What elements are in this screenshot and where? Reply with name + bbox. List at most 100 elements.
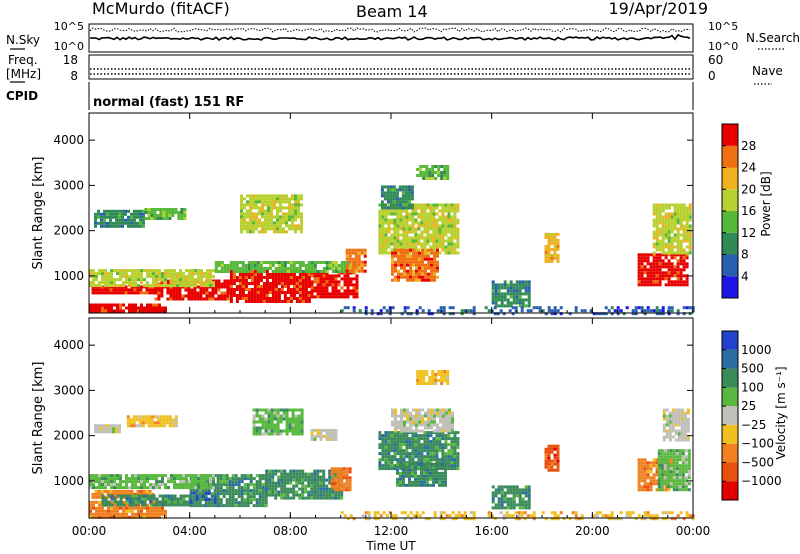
data-cell [115, 424, 118, 428]
data-cell [229, 294, 233, 297]
data-cell [252, 215, 255, 219]
data-cell [301, 493, 305, 497]
data-cell [191, 477, 194, 481]
data-cell [420, 462, 423, 466]
data-cell [300, 215, 303, 219]
data-cell [411, 468, 414, 472]
data-cell [438, 465, 441, 469]
data-cell [679, 271, 683, 275]
data-cell [429, 218, 433, 222]
data-cell [378, 212, 382, 216]
data-cell [394, 411, 397, 415]
data-cell [384, 209, 388, 213]
data-cell [170, 474, 173, 478]
data-cell [171, 208, 175, 211]
data-cell [118, 209, 121, 213]
data-cell [206, 278, 209, 282]
data-cell [172, 294, 176, 298]
data-cell [206, 284, 209, 288]
data-cell [125, 506, 128, 510]
data-cell [433, 269, 436, 273]
data-cell [425, 171, 429, 174]
data-cell [331, 267, 335, 270]
data-cell [271, 469, 275, 473]
data-cell [574, 306, 578, 310]
data-cell [444, 230, 448, 234]
data-cell [167, 269, 170, 273]
data-cell [399, 483, 402, 487]
data-cell [658, 242, 662, 246]
data-cell [444, 224, 448, 228]
data-cell [445, 426, 448, 430]
data-cell [190, 288, 194, 292]
data-cell [256, 270, 260, 273]
data-cell [237, 492, 241, 496]
data-cell [394, 266, 397, 270]
data-cell [301, 276, 305, 279]
data-cell [442, 306, 446, 310]
data-cell [106, 492, 110, 496]
data-cell [343, 292, 347, 296]
data-cell [392, 206, 396, 210]
data-cell [417, 483, 420, 487]
data-cell [214, 267, 218, 270]
data-cell [676, 230, 680, 234]
data-cell [322, 428, 326, 432]
data-cell [676, 239, 680, 243]
data-cell [685, 277, 689, 281]
data-cell [129, 418, 133, 422]
data-cell [209, 278, 212, 282]
data-cell [298, 487, 302, 491]
data-cell [408, 245, 412, 249]
data-cell [406, 269, 409, 273]
data-cell [637, 485, 641, 489]
data-cell [143, 515, 146, 519]
data-cell [441, 477, 444, 481]
data-cell [229, 300, 233, 303]
data-cell [342, 470, 346, 474]
data-cell [646, 470, 650, 474]
data-cell [450, 236, 454, 240]
data-cell [235, 270, 239, 273]
data-cell [418, 408, 421, 412]
data-cell [352, 306, 356, 310]
data-cell [328, 280, 332, 284]
data-cell [535, 306, 539, 310]
data-cell [524, 292, 528, 296]
data-cell [384, 215, 388, 219]
data-cell [580, 309, 584, 313]
data-cell [267, 194, 270, 198]
data-cell [240, 218, 243, 222]
data-cell [265, 288, 269, 291]
data-cell [241, 297, 245, 300]
data-cell [441, 434, 445, 438]
data-cell [423, 461, 427, 465]
data-cell [107, 515, 110, 519]
data-cell [682, 312, 686, 316]
data-cell [415, 266, 418, 270]
data-cell [232, 273, 236, 276]
data-cell [261, 206, 264, 210]
data-cell [679, 268, 683, 272]
data-cell [211, 279, 215, 283]
data-cell [137, 477, 140, 481]
data-cell [646, 268, 650, 272]
data-cell [685, 218, 689, 222]
data-cell [169, 288, 173, 292]
data-cell [643, 479, 647, 483]
data-cell [416, 174, 420, 177]
data-cell [203, 480, 206, 484]
data-cell [411, 245, 415, 249]
data-cell [255, 414, 259, 418]
data-cell [273, 432, 277, 436]
data-cell [240, 492, 244, 496]
data-cell [310, 478, 314, 482]
y-tick-label: 1000 [53, 269, 84, 283]
data-cell [390, 440, 394, 444]
data-cell [264, 209, 267, 213]
data-cell [438, 480, 441, 484]
data-cell [354, 263, 358, 267]
data-cell [212, 275, 215, 279]
data-cell [441, 483, 444, 487]
data-cell [252, 194, 255, 198]
